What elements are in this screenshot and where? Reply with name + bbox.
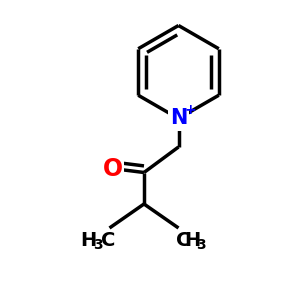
Text: C: C xyxy=(101,230,115,250)
Text: N: N xyxy=(170,109,187,128)
Text: 3: 3 xyxy=(196,238,206,252)
Text: +: + xyxy=(184,103,196,117)
Text: 3: 3 xyxy=(93,238,103,252)
Text: H: H xyxy=(80,230,97,250)
Text: O: O xyxy=(102,158,123,182)
Text: H: H xyxy=(184,230,201,250)
Text: C: C xyxy=(176,230,190,250)
